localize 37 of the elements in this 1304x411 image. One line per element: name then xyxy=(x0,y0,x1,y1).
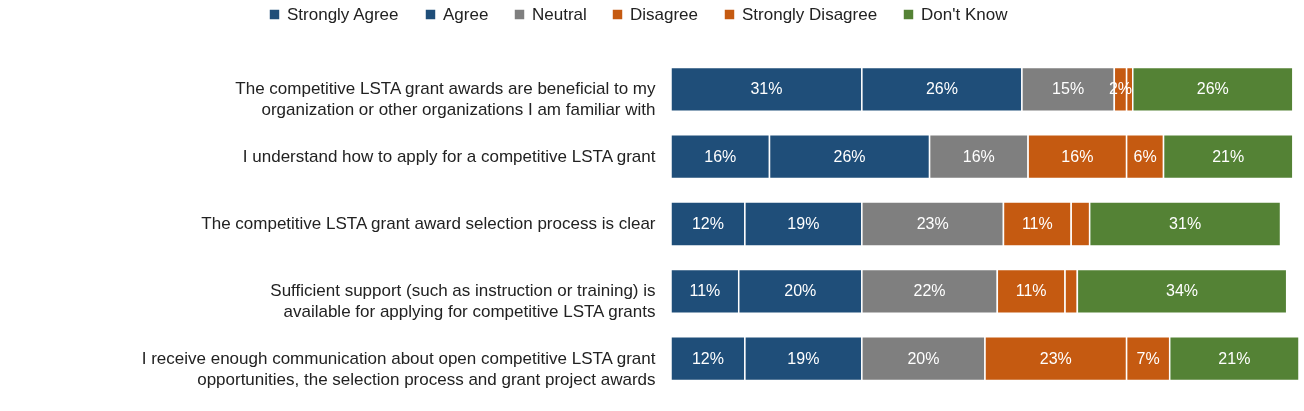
data-label: 21% xyxy=(1212,147,1245,165)
legend-label: Strongly Agree xyxy=(287,4,399,24)
data-label: 23% xyxy=(1039,349,1072,367)
data-label: 11% xyxy=(689,282,721,300)
data-label: 12% xyxy=(691,349,724,367)
data-label: 6% xyxy=(1133,147,1157,165)
data-label: 20% xyxy=(907,349,940,367)
legend-label: Neutral xyxy=(532,4,587,24)
y-tick-label: I understand how to apply for a competitive LSTA grant xyxy=(242,146,656,166)
legend-label: Disagree xyxy=(630,4,699,24)
data-label: 19% xyxy=(787,349,820,367)
data-label: 26% xyxy=(1196,80,1229,98)
data-label: 11% xyxy=(1021,215,1053,232)
data-label: 20% xyxy=(784,282,817,300)
data-label: 21% xyxy=(1218,349,1251,367)
data-label: 31% xyxy=(750,80,783,98)
data-label: 23% xyxy=(916,215,949,232)
data-label: 22% xyxy=(913,282,946,300)
data-label: 15% xyxy=(1052,80,1085,98)
data-label: 31% xyxy=(1169,215,1202,232)
data-label: 7% xyxy=(1136,349,1160,367)
y-tick-label: The competitive LSTA grant awards are beneficial to my organization or other organizations I am familiar with xyxy=(235,79,656,120)
legend-label: Don't Know xyxy=(921,4,1009,24)
y-tick-label: I receive enough communication about open competitive LSTA grant opportunities, the selection process and grant project awards xyxy=(141,348,656,389)
data-label: 26% xyxy=(925,80,958,98)
legend-label: Strongly Disagree xyxy=(742,4,878,24)
legend-label: Agree xyxy=(443,4,489,24)
data-label: 11% xyxy=(1015,282,1047,300)
data-label: 12% xyxy=(691,215,724,232)
data-label: 34% xyxy=(1166,282,1199,300)
data-label: 16% xyxy=(962,147,995,165)
data-label: 26% xyxy=(833,147,866,165)
y-tick-label: Sufficient support (such as instruction or training) is available for applying for competitive LSTA grants xyxy=(270,281,656,322)
y-tick-label: The competitive LSTA grant award selection process is clear xyxy=(201,214,656,233)
data-label: 16% xyxy=(1061,147,1094,165)
data-label: 16% xyxy=(704,147,737,165)
data-label: 19% xyxy=(787,215,820,232)
